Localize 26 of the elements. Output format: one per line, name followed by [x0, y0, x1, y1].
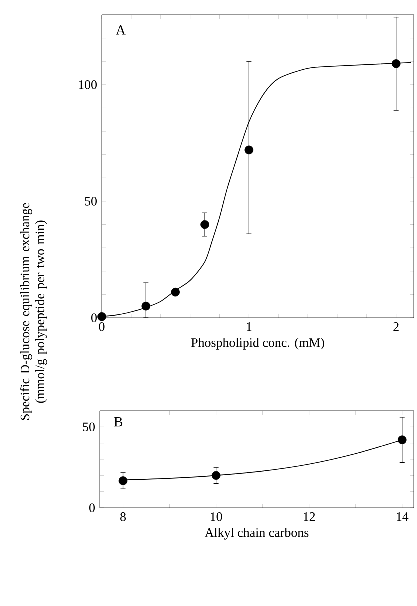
y-tick-label: 0 [90, 504, 95, 512]
point [118, 476, 128, 486]
x-tick-label: 10 [210, 512, 222, 522]
point [142, 302, 151, 311]
x-axis-title: Alkyl chain carbons [204, 528, 309, 540]
y-axis-title: Specific D-glucose equilibrium exchange (mmol/g polypeptide per two min) [20, 203, 48, 420]
point [392, 60, 401, 68]
annotation: B [114, 417, 123, 427]
annotation: A [116, 26, 126, 35]
y-tick-label: 0 [92, 314, 97, 322]
y-tick-label: 100 [79, 80, 97, 90]
x-tick-label: 0 [99, 322, 105, 332]
x-tick-label: 1 [247, 322, 252, 332]
y-tick-label: 50 [83, 422, 95, 432]
x-tick-label: 2 [394, 322, 399, 332]
point [398, 436, 407, 444]
y-tick-label: 50 [85, 197, 97, 206]
x-tick-label: 14 [397, 512, 409, 522]
x-axis-title: Phospholipid conc. (mM) [191, 338, 324, 350]
x-tick-label: 8 [120, 512, 126, 522]
point [244, 146, 254, 155]
point [171, 288, 180, 297]
point [200, 220, 210, 230]
x-tick-label: 12 [304, 512, 316, 522]
point [98, 312, 106, 322]
point [212, 471, 221, 480]
